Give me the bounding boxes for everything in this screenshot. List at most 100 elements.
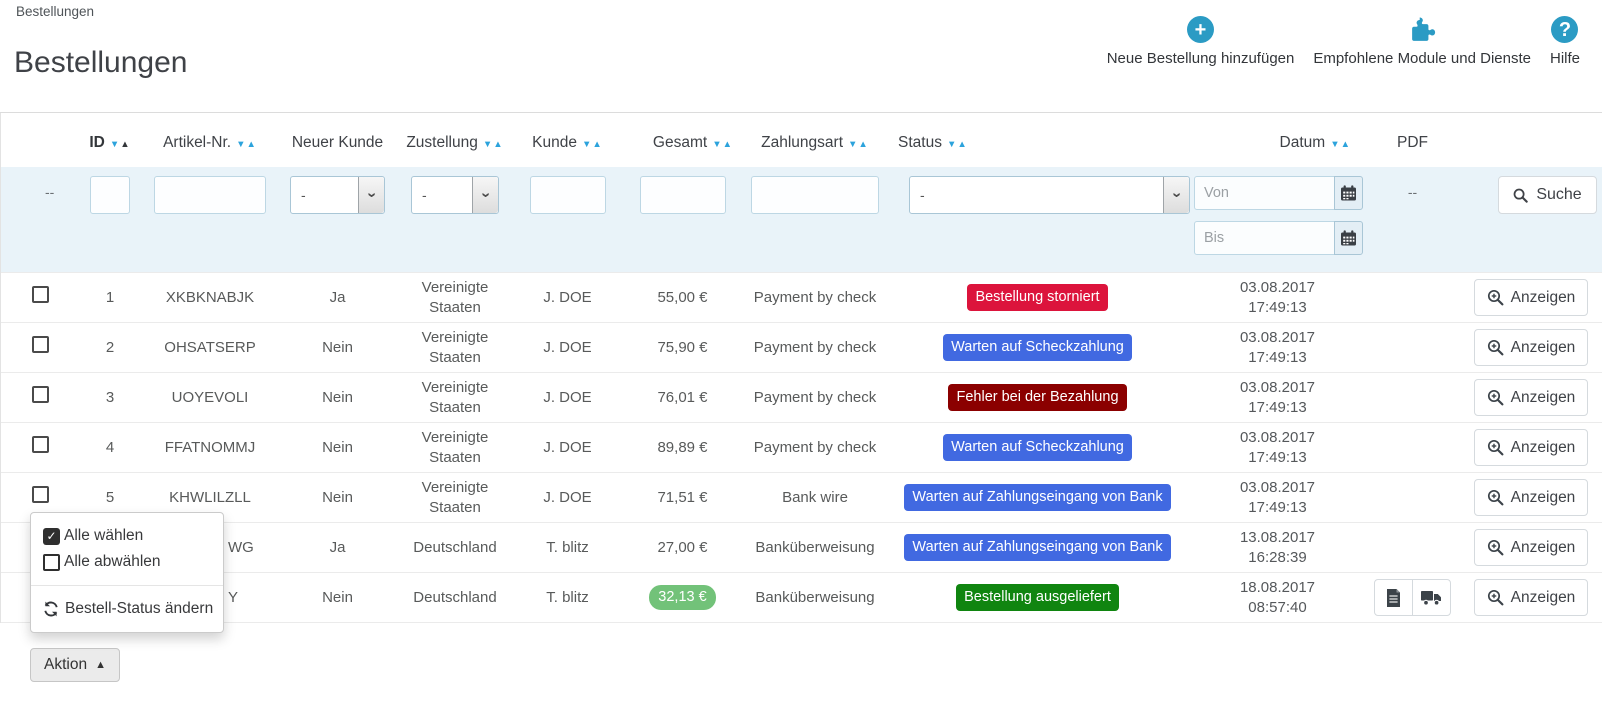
order-time: 17:49:13 <box>1196 348 1359 368</box>
date-from-input[interactable] <box>1194 176 1335 210</box>
refresh-icon <box>43 601 59 617</box>
table-header-row: ID▼▲Artikel-Nr.▼▲Neuer KundeZustellung▼▲… <box>1 113 1602 167</box>
date-cell: 03.08.201717:49:13 <box>1190 273 1365 323</box>
filter-id-input[interactable] <box>90 176 130 214</box>
view-order-button[interactable]: Anzeigen <box>1474 329 1589 366</box>
status-cell: Bestellung ausgeliefert <box>885 573 1190 623</box>
column-label: Kunde <box>532 134 577 151</box>
payment-method-cell: Banküberweisung <box>745 573 885 623</box>
add-order-button[interactable]: + Neue Bestellung hinzufügen <box>1107 16 1295 67</box>
bulk-actions-button[interactable]: Aktion ▲ <box>30 648 120 682</box>
column-header-ref[interactable]: Artikel-Nr. ▼▲ <box>140 113 280 167</box>
column-label: Artikel-Nr. <box>163 134 231 151</box>
total-cell: 27,00 € <box>620 523 745 573</box>
calendar-to-button[interactable] <box>1334 221 1363 255</box>
column-header-id[interactable]: ID▼▲ <box>80 113 140 167</box>
sort-desc-icon[interactable]: ▼ <box>582 139 592 150</box>
row-checkbox[interactable] <box>32 386 49 403</box>
delivery-pdf-button[interactable] <box>1412 579 1451 616</box>
chevron-down-icon: › <box>1163 177 1189 213</box>
order-date: 03.08.2017 <box>1196 378 1359 398</box>
orders-panel: ID▼▲Artikel-Nr.▼▲Neuer KundeZustellung▼▲… <box>0 113 1602 623</box>
calendar-from-button[interactable] <box>1334 176 1363 210</box>
view-order-button[interactable]: Anzeigen <box>1474 429 1589 466</box>
row-checkbox[interactable] <box>32 286 49 303</box>
date-cell: 03.08.201717:49:13 <box>1190 473 1365 523</box>
view-order-button[interactable]: Anzeigen <box>1474 529 1589 566</box>
column-header-cust[interactable]: Kunde ▼▲ <box>515 113 620 167</box>
column-header-check <box>1 113 80 167</box>
order-id-cell: 1 <box>80 273 140 323</box>
order-time: 17:49:13 <box>1196 498 1359 518</box>
menu-item-deselect-all[interactable]: Alle abwählen <box>31 549 223 575</box>
menu-item-select-all[interactable]: ✓ Alle wählen <box>31 523 223 549</box>
filter-payment-input[interactable] <box>751 176 879 214</box>
column-label: Zustellung <box>406 134 478 151</box>
new-customer-cell: Nein <box>280 373 395 423</box>
sort-desc-icon[interactable]: ▼ <box>483 139 493 150</box>
sort-desc-icon[interactable]: ▼ <box>947 139 957 150</box>
bulk-actions-label: Aktion <box>44 656 87 674</box>
new-customer-cell: Ja <box>280 273 395 323</box>
new-customer-cell: Nein <box>280 473 395 523</box>
column-header-status[interactable]: Status ▼▲ <box>885 113 1190 167</box>
filter-customer-input[interactable] <box>530 176 606 214</box>
sort-desc-icon[interactable]: ▼ <box>848 139 858 150</box>
view-order-button[interactable]: Anzeigen <box>1474 579 1589 616</box>
column-label: Datum <box>1280 134 1326 151</box>
zoom-in-icon <box>1487 339 1504 356</box>
invoice-pdf-button[interactable] <box>1374 579 1413 616</box>
row-checkbox[interactable] <box>32 436 49 453</box>
recommended-modules-button[interactable]: Empfohlene Module und Dienste <box>1313 16 1531 67</box>
table-row: 3UOYEVOLINeinVereinigte StaatenJ. DOE76,… <box>1 373 1602 423</box>
view-order-button[interactable]: Anzeigen <box>1474 479 1589 516</box>
menu-item-change-order-status[interactable]: Bestell-Status ändern <box>31 596 223 622</box>
sort-asc-icon[interactable]: ▲ <box>957 139 967 150</box>
unchecked-checkbox-icon <box>43 554 60 571</box>
column-header-date[interactable]: Datum ▼▲ <box>1190 113 1365 167</box>
filter-new-customer-select[interactable]: - › <box>290 176 385 214</box>
filter-status-select[interactable]: - › <box>909 176 1190 214</box>
puzzle-icon <box>1408 16 1437 43</box>
truck-icon <box>1421 590 1442 606</box>
checked-checkbox-icon: ✓ <box>43 528 60 545</box>
row-checkbox[interactable] <box>32 486 49 503</box>
order-time: 17:49:13 <box>1196 448 1359 468</box>
date-to-input[interactable] <box>1194 221 1335 255</box>
sort-desc-icon[interactable]: ▼ <box>712 139 722 150</box>
view-order-label: Anzeigen <box>1511 339 1576 357</box>
sort-desc-icon[interactable]: ▼ <box>110 139 120 150</box>
delivery-country-cell: Deutschland <box>395 573 515 623</box>
column-header-del[interactable]: Zustellung ▼▲ <box>395 113 515 167</box>
sort-asc-icon[interactable]: ▲ <box>120 139 130 150</box>
view-order-label: Anzeigen <box>1511 489 1576 507</box>
column-header-total[interactable]: Gesamt▼▲ <box>620 113 745 167</box>
date-cell: 03.08.201717:49:13 <box>1190 323 1365 373</box>
column-header-pay[interactable]: Zahlungsart▼▲ <box>745 113 885 167</box>
sort-asc-icon[interactable]: ▲ <box>592 139 602 150</box>
order-status-badge: Fehler bei der Bezahlung <box>948 384 1126 412</box>
view-order-button[interactable]: Anzeigen <box>1474 379 1589 416</box>
sort-desc-icon[interactable]: ▼ <box>1330 139 1340 150</box>
help-button[interactable]: ? Hilfe <box>1550 16 1580 67</box>
filter-total-input[interactable] <box>640 176 726 214</box>
sort-asc-icon[interactable]: ▲ <box>723 139 733 150</box>
total-cell: 55,00 € <box>620 273 745 323</box>
view-order-button[interactable]: Anzeigen <box>1474 279 1589 316</box>
customer-cell: J. DOE <box>515 473 620 523</box>
filter-reference-input[interactable] <box>154 176 266 214</box>
total-price-badge: 32,13 € <box>649 585 715 611</box>
filter-row: -- - › - › <box>1 167 1602 273</box>
view-order-label: Anzeigen <box>1511 439 1576 457</box>
sort-asc-icon[interactable]: ▲ <box>1341 139 1351 150</box>
sort-asc-icon[interactable]: ▲ <box>858 139 868 150</box>
sort-asc-icon[interactable]: ▲ <box>493 139 503 150</box>
sort-desc-icon[interactable]: ▼ <box>236 139 246 150</box>
filter-delivery-select[interactable]: - › <box>411 176 499 214</box>
payment-method-cell: Payment by check <box>745 423 885 473</box>
search-button[interactable]: Suche <box>1498 176 1596 214</box>
sort-asc-icon[interactable]: ▲ <box>247 139 257 150</box>
column-label: Status <box>898 134 942 151</box>
pdf-cell <box>1365 423 1460 473</box>
row-checkbox[interactable] <box>32 336 49 353</box>
